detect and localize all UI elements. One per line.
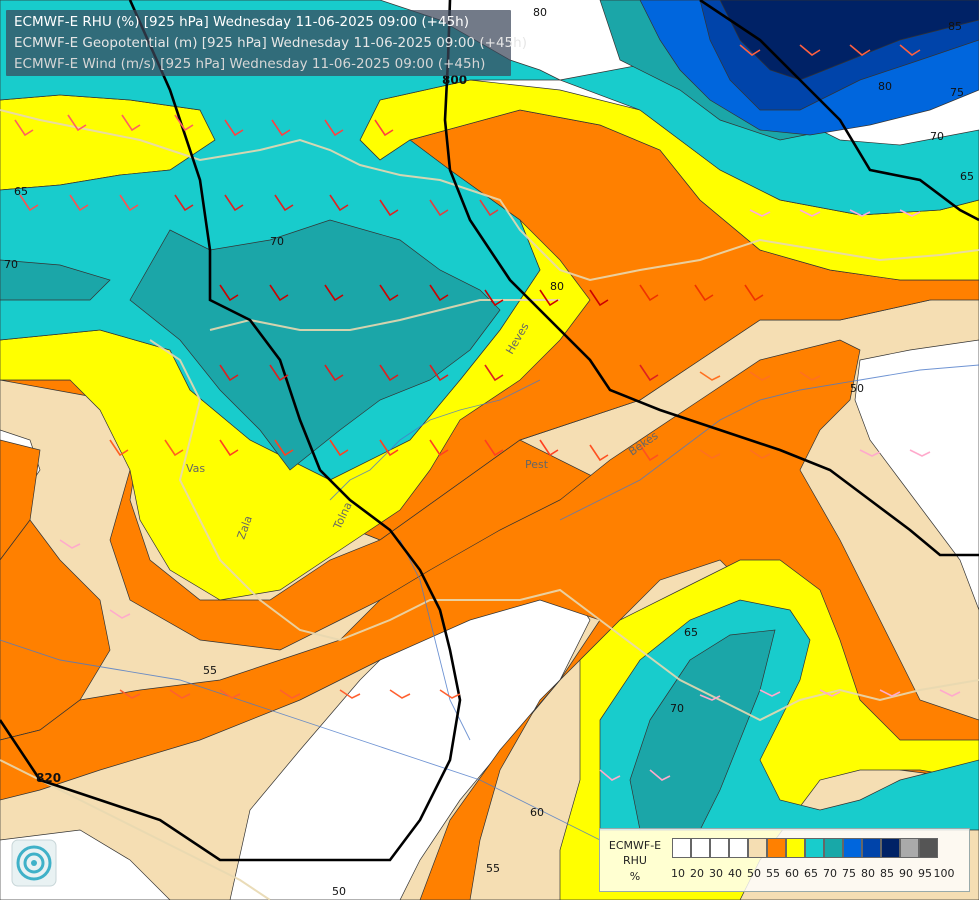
legend-tick: 55	[766, 867, 780, 880]
legend-tick: 85	[880, 867, 894, 880]
color-legend: ECMWF-E RHU % 10 20 30 40 50 55 60 65 70 75 80 85 90…	[599, 828, 970, 892]
legend-swatch	[767, 838, 786, 858]
legend-tick: 30	[709, 867, 723, 880]
contour-label-65-left: 65	[14, 185, 28, 198]
ogimet-logo-icon	[10, 838, 58, 888]
contour-label-65-right: 65	[960, 170, 974, 183]
legend-swatch	[691, 838, 710, 858]
contour-label-50: 50	[850, 382, 864, 395]
legend-swatch	[729, 838, 748, 858]
legend-model: ECMWF-E	[608, 839, 662, 852]
contour-label-70-right: 70	[930, 130, 944, 143]
legend-swatch	[710, 838, 729, 858]
title-rhu: ECMWF-E RHU (%) [925 hPa] Wednesday 11-0…	[14, 14, 469, 30]
geopotential-label-800: 800	[442, 73, 467, 87]
contour-label-80-right: 80	[878, 80, 892, 93]
contour-label-65-low: 65	[684, 626, 698, 639]
legend-tick: 80	[861, 867, 875, 880]
contour-label-80-top: 80	[533, 6, 547, 19]
rhu-band-85	[719, 0, 979, 81]
legend-tick: 60	[785, 867, 799, 880]
legend-swatch	[748, 838, 767, 858]
place-label-pest: Pest	[525, 458, 549, 471]
contour-label-70-mid: 70	[270, 235, 284, 248]
legend-tick: 40	[728, 867, 742, 880]
contour-label-55: 55	[203, 664, 217, 677]
legend-swatch	[843, 838, 862, 858]
geopotential-contours	[0, 0, 979, 862]
legend-tick: 95	[918, 867, 932, 880]
title-geopotential: ECMWF-E Geopotential (m) [925 hPa] Wedne…	[14, 35, 527, 51]
contour-labels: 80 85 75 70 65 65 70 70 80 50 55 65 70 6…	[4, 6, 974, 898]
contour-label-85: 85	[948, 20, 962, 33]
legend-swatch	[862, 838, 881, 858]
contour-label-60-low: 60	[530, 806, 544, 819]
legend-unit: %	[629, 870, 641, 883]
legend-tick: 90	[899, 867, 913, 880]
legend-tick: 50	[747, 867, 761, 880]
legend-swatch	[805, 838, 824, 858]
contour-label-70-low: 70	[670, 702, 684, 715]
legend-swatch	[672, 838, 691, 858]
contour-label-80-mid: 80	[550, 280, 564, 293]
legend-tick: 75	[842, 867, 856, 880]
legend-tick: 65	[804, 867, 818, 880]
legend-swatch	[824, 838, 843, 858]
contour-label-70-left: 70	[4, 258, 18, 271]
wind-barbs	[14, 44, 961, 781]
place-label-vas: Vas	[186, 462, 205, 475]
legend-swatch	[786, 838, 805, 858]
legend-swatch	[881, 838, 900, 858]
title-box: ECMWF-E RHU (%) [925 hPa] Wednesday 11-0…	[6, 10, 527, 76]
legend-swatch	[900, 838, 919, 858]
legend-tick: 70	[823, 867, 837, 880]
legend-tick: 100	[933, 867, 955, 880]
contour-label-55-low: 55	[486, 862, 500, 875]
title-wind: ECMWF-E Wind (m/s) [925 hPa] Wednesday 1…	[14, 56, 486, 72]
contour-label-50-low: 50	[332, 885, 346, 898]
legend-variable: RHU	[623, 854, 647, 867]
legend-swatch	[919, 838, 938, 858]
rivers	[0, 364, 979, 841]
contour-label-75: 75	[950, 86, 964, 99]
legend-tick: 20	[690, 867, 704, 880]
legend-tick: 10	[671, 867, 685, 880]
geopotential-label-820: 820	[36, 771, 61, 785]
